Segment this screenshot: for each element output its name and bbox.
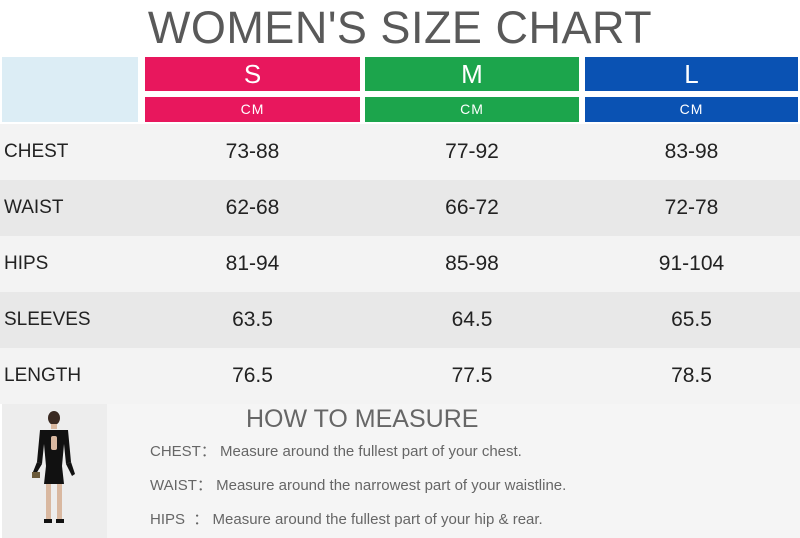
cell-value: 76.5 [232,364,273,387]
cell-value: 64.5 [451,308,493,331]
measure-instruction-hips: HIPS ： Measure around the fullest part o… [150,510,543,530]
row-label: CHEST [4,141,69,162]
row-label: WAIST [4,197,64,218]
row-label: HIPS [4,253,49,274]
measure-key: WAIST： [150,477,212,494]
cell-value: 81-94 [225,252,280,275]
size-header-s: S [145,57,360,91]
model-figure-illustration [2,404,107,538]
page-title: WOMEN'S SIZE CHART [147,2,653,53]
model-photo [2,404,107,538]
measure-text: Measure around the fullest part of your … [220,443,522,460]
cell-value: 77.5 [451,364,493,387]
measure-text: Measure around the fullest part of your … [212,511,543,528]
cell-value: 77-92 [445,140,499,163]
measure-text: Measure around the narrowest part of you… [216,477,567,494]
how-to-measure-title: HOW TO MEASURE [246,405,479,433]
how-to-measure-panel [107,404,800,538]
cell-value: 85-98 [445,252,499,275]
unit-header-s: CM [145,97,360,122]
header-corner-cell [2,57,138,122]
unit-header-l: CM [585,97,798,122]
unit-header-m: CM [365,97,579,122]
table-row-length: LENGTH 76.5 77.5 78.5 [0,348,800,404]
row-label: LENGTH [4,365,82,386]
cell-value: 91-104 [658,252,725,275]
table-row-waist: WAIST 62-68 66-72 72-78 [0,180,800,236]
measure-instruction-chest: CHEST： Measure around the fullest part o… [150,442,522,462]
cell-value: 66-72 [445,196,499,219]
table-row-sleeves: SLEEVES 63.5 64.5 65.5 [0,292,800,348]
size-header-m: M [365,57,579,91]
table-row-hips: HIPS 81-94 85-98 91-104 [0,236,800,292]
measure-key: HIPS ： [150,511,209,528]
cell-value: 63.5 [232,308,273,331]
cell-value: 78.5 [671,364,712,387]
cell-value: 62-68 [225,196,280,219]
table-row-chest: CHEST 73-88 77-92 83-98 [0,124,800,180]
cell-value: 65.5 [671,308,712,331]
measure-key: CHEST： [150,443,216,460]
row-label: SLEEVES [4,309,91,330]
measure-instruction-waist: WAIST： Measure around the narrowest part… [150,476,566,496]
cell-value: 83-98 [664,140,719,163]
cell-value: 72-78 [664,196,719,219]
size-header-l: L [585,57,798,91]
cell-value: 73-88 [225,140,280,163]
